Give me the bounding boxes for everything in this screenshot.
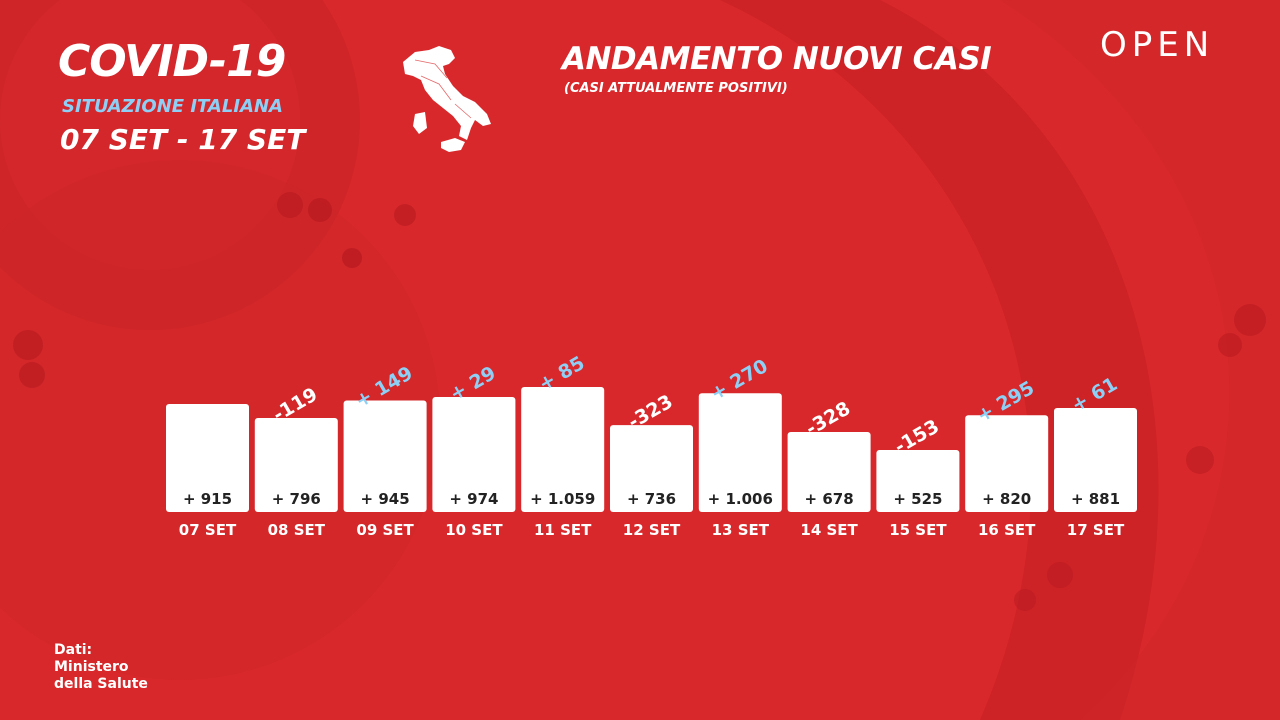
source-line: Ministero — [54, 659, 129, 675]
bar-value-label: + 1.059 — [530, 490, 595, 508]
bar — [610, 425, 693, 512]
category-label: 16 SET — [978, 521, 1036, 539]
bar — [876, 450, 960, 512]
bar-value-label: + 525 — [893, 490, 942, 508]
category-label: 09 SET — [356, 521, 414, 539]
bar — [521, 387, 605, 512]
bar-value-label: + 945 — [361, 490, 410, 508]
bar — [166, 403, 249, 512]
category-label: 10 SET — [445, 521, 503, 539]
category-label: 12 SET — [623, 521, 681, 539]
source-line: Dati: — [54, 642, 93, 658]
bar — [432, 397, 516, 512]
bar — [787, 431, 871, 512]
bar-value-label: + 820 — [982, 490, 1031, 508]
chart-subtitle: (CASI ATTUALMENTE POSITIVI) — [564, 81, 788, 96]
category-label: 07 SET — [179, 521, 237, 539]
source-line: della Salute — [54, 676, 148, 692]
header-date-range: 07 SET - 17 SET — [60, 123, 306, 156]
category-label: 15 SET — [889, 521, 947, 539]
bar-value-label: + 974 — [449, 490, 498, 508]
category-label: 11 SET — [534, 521, 592, 539]
data-source: Dati: Ministero della Salute — [54, 642, 148, 693]
bar-value-label: + 678 — [805, 490, 854, 508]
bar — [254, 418, 338, 512]
header-subtitle: SITUAZIONE ITALIANA — [62, 96, 283, 117]
bar — [698, 393, 782, 512]
italy-map-icon — [403, 46, 491, 152]
bar-value-label: + 881 — [1071, 490, 1120, 508]
header-title: COVID-19 — [58, 36, 286, 87]
bar-value-label: + 736 — [627, 490, 676, 508]
bar-value-label: + 796 — [272, 490, 321, 508]
category-label: 08 SET — [268, 521, 326, 539]
category-label: 13 SET — [712, 521, 770, 539]
bar-value-label: + 1.006 — [708, 490, 773, 508]
category-label: 14 SET — [800, 521, 858, 539]
chart-title: ANDAMENTO NUOVI CASI — [562, 41, 992, 77]
bar — [1054, 408, 1137, 512]
bar — [343, 400, 427, 512]
open-logo: OPEN — [1100, 25, 1215, 65]
bar-value-label: + 915 — [183, 490, 232, 508]
category-label: 17 SET — [1067, 521, 1125, 539]
bar — [965, 415, 1049, 512]
